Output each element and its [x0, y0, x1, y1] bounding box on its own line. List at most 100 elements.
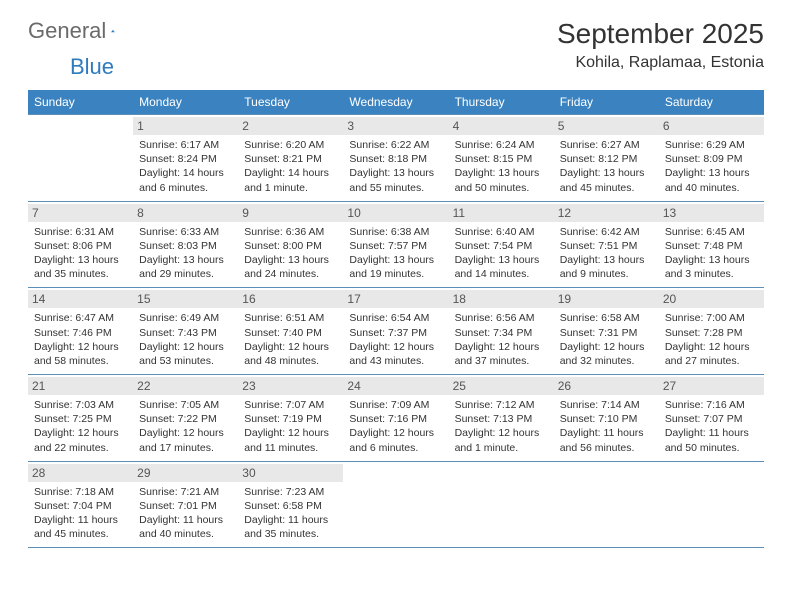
- day-cell: [554, 461, 659, 549]
- day-info: Sunrise: 6:31 AMSunset: 8:06 PMDaylight:…: [34, 225, 127, 282]
- day-info: Sunrise: 6:24 AMSunset: 8:15 PMDaylight:…: [455, 138, 548, 195]
- day-number: 8: [133, 204, 238, 222]
- weekday-header: Sunday: [28, 90, 133, 114]
- day-number: 25: [449, 377, 554, 395]
- day-number: 28: [28, 464, 133, 482]
- day-number: 7: [28, 204, 133, 222]
- day-info: Sunrise: 6:47 AMSunset: 7:46 PMDaylight:…: [34, 311, 127, 368]
- day-info: Sunrise: 6:45 AMSunset: 7:48 PMDaylight:…: [665, 225, 758, 282]
- day-cell: 24Sunrise: 7:09 AMSunset: 7:16 PMDayligh…: [343, 374, 448, 461]
- day-cell: 3 Sunrise: 6:22 AMSunset: 8:18 PMDaylight…: [343, 114, 448, 201]
- day-cell: 22 Sunrise: 7:05 AMSunset: 7:22 PMDayligh…: [133, 374, 238, 461]
- day-info: Sunrise: 6:42 AMSunset: 7:51 PMDaylight:…: [560, 225, 653, 282]
- day-number: 23: [238, 377, 343, 395]
- day-cell: 18 Sunrise: 6:56 AMSunset: 7:34 PMDayligh…: [449, 287, 554, 374]
- day-cell: 13 Sunrise: 6:45 AMSunset: 7:48 PMDayligh…: [659, 201, 764, 288]
- day-number: 10: [343, 204, 448, 222]
- day-number: 29: [133, 464, 238, 482]
- day-cell: 30 Sunrise: 7:23 AMSunset: 6:58 PMDayligh…: [238, 461, 343, 549]
- weekday-header: Wednesday: [343, 90, 448, 114]
- day-number: 9: [238, 204, 343, 222]
- day-cell: 29 Sunrise: 7:21 AMSunset: 7:01 PMDayligh…: [133, 461, 238, 549]
- day-number: 5: [554, 117, 659, 135]
- day-info: Sunrise: 7:12 AMSunset: 7:13 PMDaylight:…: [455, 398, 548, 455]
- day-number: 27: [659, 377, 764, 395]
- day-number: 1: [133, 117, 238, 135]
- day-number: 30: [238, 464, 343, 482]
- day-number: 3: [343, 117, 448, 135]
- day-cell: 8Sunrise: 6:33 AMSunset: 8:03 PMDaylight…: [133, 201, 238, 288]
- weekday-header-row: SundayMondayTuesdayWednesdayThursdayFrid…: [28, 90, 764, 114]
- day-number: 17: [343, 290, 448, 308]
- day-info: Sunrise: 6:29 AMSunset: 8:09 PMDaylight:…: [665, 138, 758, 195]
- day-cell: 26 Sunrise: 7:14 AMSunset: 7:10 PMDayligh…: [554, 374, 659, 461]
- day-cell: 19 Sunrise: 6:58 AMSunset: 7:31 PMDayligh…: [554, 287, 659, 374]
- day-info: Sunrise: 6:38 AMSunset: 7:57 PMDaylight:…: [349, 225, 442, 282]
- day-number: 26: [554, 377, 659, 395]
- day-cell: 17Sunrise: 6:54 AMSunset: 7:37 PMDayligh…: [343, 287, 448, 374]
- day-cell: 16 Sunrise: 6:51 AMSunset: 7:40 PMDayligh…: [238, 287, 343, 374]
- day-info: Sunrise: 7:03 AMSunset: 7:25 PMDaylight:…: [34, 398, 127, 455]
- day-info: Sunrise: 6:27 AMSunset: 8:12 PMDaylight:…: [560, 138, 653, 195]
- day-cell: [28, 114, 133, 201]
- day-cell: 7 Sunrise: 6:31 AMSunset: 8:06 PMDaylight…: [28, 201, 133, 288]
- day-number: 14: [28, 290, 133, 308]
- day-number: 18: [449, 290, 554, 308]
- day-cell: 4 Sunrise: 6:24 AMSunset: 8:15 PMDaylight…: [449, 114, 554, 201]
- day-cell: 10 Sunrise: 6:38 AMSunset: 7:57 PMDayligh…: [343, 201, 448, 288]
- day-info: Sunrise: 7:16 AMSunset: 7:07 PMDaylight:…: [665, 398, 758, 455]
- weekday-header: Thursday: [449, 90, 554, 114]
- day-number: 16: [238, 290, 343, 308]
- day-number: 21: [28, 377, 133, 395]
- weekday-header: Tuesday: [238, 90, 343, 114]
- day-number: 13: [659, 204, 764, 222]
- day-info: Sunrise: 7:23 AMSunset: 6:58 PMDaylight:…: [244, 485, 337, 542]
- day-cell: 25 Sunrise: 7:12 AMSunset: 7:13 PMDayligh…: [449, 374, 554, 461]
- day-cell: 6Sunrise: 6:29 AMSunset: 8:09 PMDaylight…: [659, 114, 764, 201]
- day-cell: 1 Sunrise: 6:17 AMSunset: 8:24 PMDaylight…: [133, 114, 238, 201]
- day-info: Sunrise: 6:58 AMSunset: 7:31 PMDaylight:…: [560, 311, 653, 368]
- day-cell: 21 Sunrise: 7:03 AMSunset: 7:25 PMDayligh…: [28, 374, 133, 461]
- day-cell: 27 Sunrise: 7:16 AMSunset: 7:07 PMDayligh…: [659, 374, 764, 461]
- day-info: Sunrise: 7:14 AMSunset: 7:10 PMDaylight:…: [560, 398, 653, 455]
- day-info: Sunrise: 7:18 AMSunset: 7:04 PMDaylight:…: [34, 485, 127, 542]
- logo-text-general: General: [28, 18, 106, 44]
- day-cell: 23 Sunrise: 7:07 AMSunset: 7:19 PMDayligh…: [238, 374, 343, 461]
- day-cell: 11Sunrise: 6:40 AMSunset: 7:54 PMDayligh…: [449, 201, 554, 288]
- day-number: 20: [659, 290, 764, 308]
- day-info: Sunrise: 6:49 AMSunset: 7:43 PMDaylight:…: [139, 311, 232, 368]
- day-info: Sunrise: 6:20 AMSunset: 8:21 PMDaylight:…: [244, 138, 337, 195]
- day-info: Sunrise: 7:00 AMSunset: 7:28 PMDaylight:…: [665, 311, 758, 368]
- day-cell: 2Sunrise: 6:20 AMSunset: 8:21 PMDaylight…: [238, 114, 343, 201]
- title-block: September 2025 Kohila, Raplamaa, Estonia: [557, 18, 764, 72]
- logo-sail-icon: [111, 22, 115, 40]
- day-number: 4: [449, 117, 554, 135]
- day-info: Sunrise: 7:05 AMSunset: 7:22 PMDaylight:…: [139, 398, 232, 455]
- weekday-header: Friday: [554, 90, 659, 114]
- day-cell: 14 Sunrise: 6:47 AMSunset: 7:46 PMDayligh…: [28, 287, 133, 374]
- calendar: SundayMondayTuesdayWednesdayThursdayFrid…: [28, 90, 764, 548]
- month-title: September 2025: [557, 18, 764, 50]
- day-info: Sunrise: 6:51 AMSunset: 7:40 PMDaylight:…: [244, 311, 337, 368]
- day-number: 12: [554, 204, 659, 222]
- day-info: Sunrise: 6:22 AMSunset: 8:18 PMDaylight:…: [349, 138, 442, 195]
- weekday-header: Monday: [133, 90, 238, 114]
- day-number: 22: [133, 377, 238, 395]
- logo-text-blue: Blue: [70, 54, 114, 79]
- day-cell: 5 Sunrise: 6:27 AMSunset: 8:12 PMDaylight…: [554, 114, 659, 201]
- day-info: Sunrise: 6:40 AMSunset: 7:54 PMDaylight:…: [455, 225, 548, 282]
- day-cell: 15Sunrise: 6:49 AMSunset: 7:43 PMDayligh…: [133, 287, 238, 374]
- day-info: Sunrise: 6:36 AMSunset: 8:00 PMDaylight:…: [244, 225, 337, 282]
- logo: General: [28, 18, 135, 44]
- day-info: Sunrise: 7:21 AMSunset: 7:01 PMDaylight:…: [139, 485, 232, 542]
- day-cell: 9 Sunrise: 6:36 AMSunset: 8:00 PMDaylight…: [238, 201, 343, 288]
- day-cell: 20 Sunrise: 7:00 AMSunset: 7:28 PMDayligh…: [659, 287, 764, 374]
- day-number: 19: [554, 290, 659, 308]
- day-info: Sunrise: 6:56 AMSunset: 7:34 PMDaylight:…: [455, 311, 548, 368]
- weekday-header: Saturday: [659, 90, 764, 114]
- day-info: Sunrise: 7:07 AMSunset: 7:19 PMDaylight:…: [244, 398, 337, 455]
- day-cell: 12 Sunrise: 6:42 AMSunset: 7:51 PMDayligh…: [554, 201, 659, 288]
- day-number: 24: [343, 377, 448, 395]
- header: General September 2025 Kohila, Raplamaa,…: [28, 18, 764, 72]
- day-info: Sunrise: 6:17 AMSunset: 8:24 PMDaylight:…: [139, 138, 232, 195]
